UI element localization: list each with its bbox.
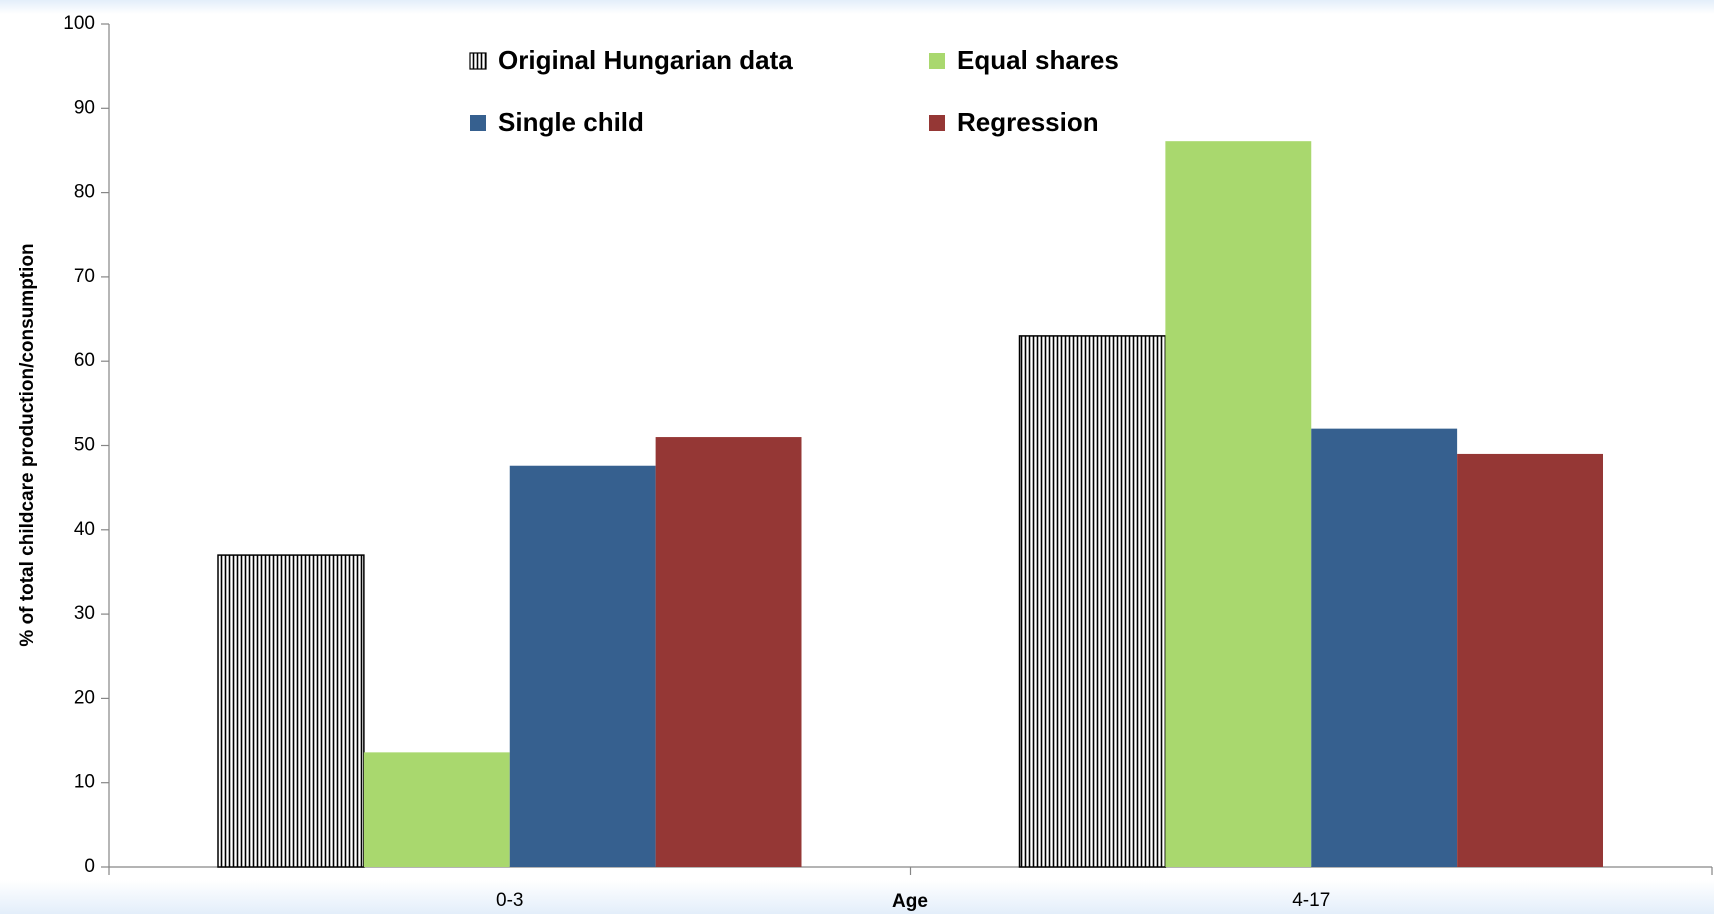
legend-label: Equal shares xyxy=(957,45,1119,75)
bar xyxy=(509,465,656,867)
x-tick-label: 4-17 xyxy=(1292,890,1330,911)
bar xyxy=(363,752,510,867)
y-axis-title: % of total childcare production/consumpt… xyxy=(17,243,38,646)
legend-swatch xyxy=(929,53,945,69)
legend-swatch xyxy=(469,52,487,70)
y-tick-label: 80 xyxy=(74,182,95,203)
y-tick-label: 30 xyxy=(74,603,95,624)
y-tick-label: 0 xyxy=(84,856,95,877)
y-tick-label: 20 xyxy=(74,687,95,708)
bar xyxy=(1457,453,1603,867)
bar xyxy=(1018,335,1167,868)
legend-label: Single child xyxy=(498,107,644,137)
y-tick-label: 100 xyxy=(63,13,95,34)
y-tick-label: 10 xyxy=(74,772,95,793)
bar xyxy=(1165,141,1312,867)
bar xyxy=(655,437,802,867)
bar xyxy=(217,554,365,868)
bar xyxy=(1311,428,1458,867)
legend-swatch xyxy=(929,115,945,131)
y-tick-label: 70 xyxy=(74,266,95,287)
y-tick-label: 60 xyxy=(74,350,95,371)
legend-label: Regression xyxy=(957,107,1099,137)
x-tick-label: 0-3 xyxy=(496,890,523,911)
y-tick-label: 50 xyxy=(74,435,95,456)
x-axis-title: Age xyxy=(892,891,928,912)
y-tick-label: 40 xyxy=(74,519,95,540)
y-tick-label: 90 xyxy=(74,97,95,118)
legend-swatch xyxy=(470,115,486,131)
legend-label: Original Hungarian data xyxy=(498,45,793,75)
